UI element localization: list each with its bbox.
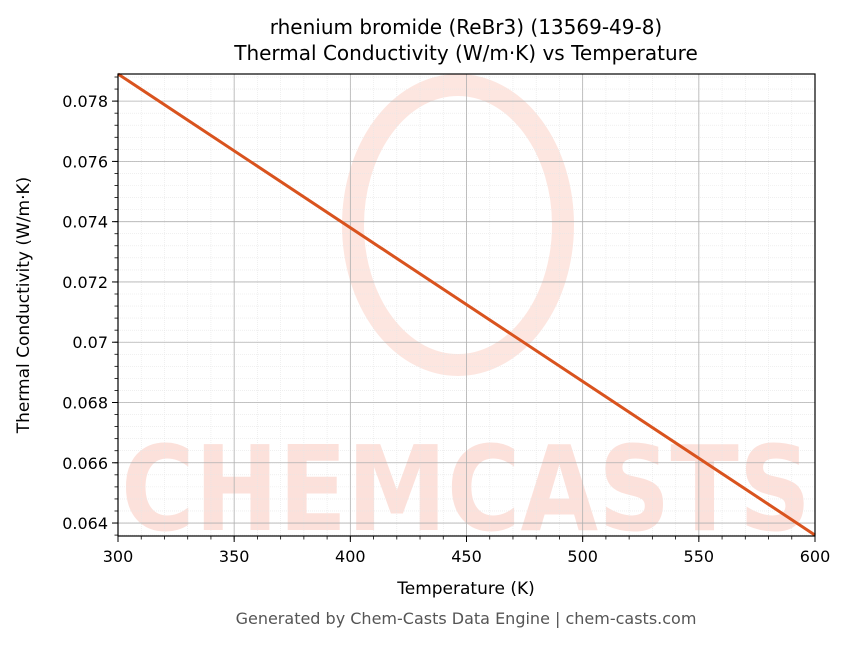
x-tick-label: 350 (219, 547, 250, 566)
y-tick-label: 0.074 (62, 213, 108, 232)
x-tick-label: 550 (684, 547, 715, 566)
x-axis-label: Temperature (K) (396, 579, 535, 599)
y-tick-label: 0.066 (62, 454, 108, 473)
plot-frame (117, 73, 816, 537)
chart-subtitle: Thermal Conductivity (W/m·K) vs Temperat… (233, 41, 698, 65)
x-tick-label: 400 (335, 547, 366, 566)
chart-title: rhenium bromide (ReBr3) (13569-49-8) (270, 15, 662, 39)
y-tick-label: 0.076 (62, 152, 108, 171)
y-axis-label: Thermal Conductivity (W/m·K) (14, 177, 34, 435)
x-tick-label: 300 (103, 547, 134, 566)
y-tick-label: 0.068 (62, 393, 108, 412)
watermark-logo (342, 74, 574, 376)
data-line (117, 72, 816, 537)
y-tick-label: 0.07 (72, 333, 108, 352)
x-tick-label: 500 (567, 547, 598, 566)
y-tick-label: 0.064 (62, 514, 108, 533)
footer: Generated by Chem-Casts Data Engine | ch… (236, 609, 697, 628)
x-tick-label: 450 (451, 547, 482, 566)
y-tick-label: 0.078 (62, 92, 108, 111)
x-tick-label: 600 (800, 547, 831, 566)
y-tick-label: 0.072 (62, 273, 108, 292)
